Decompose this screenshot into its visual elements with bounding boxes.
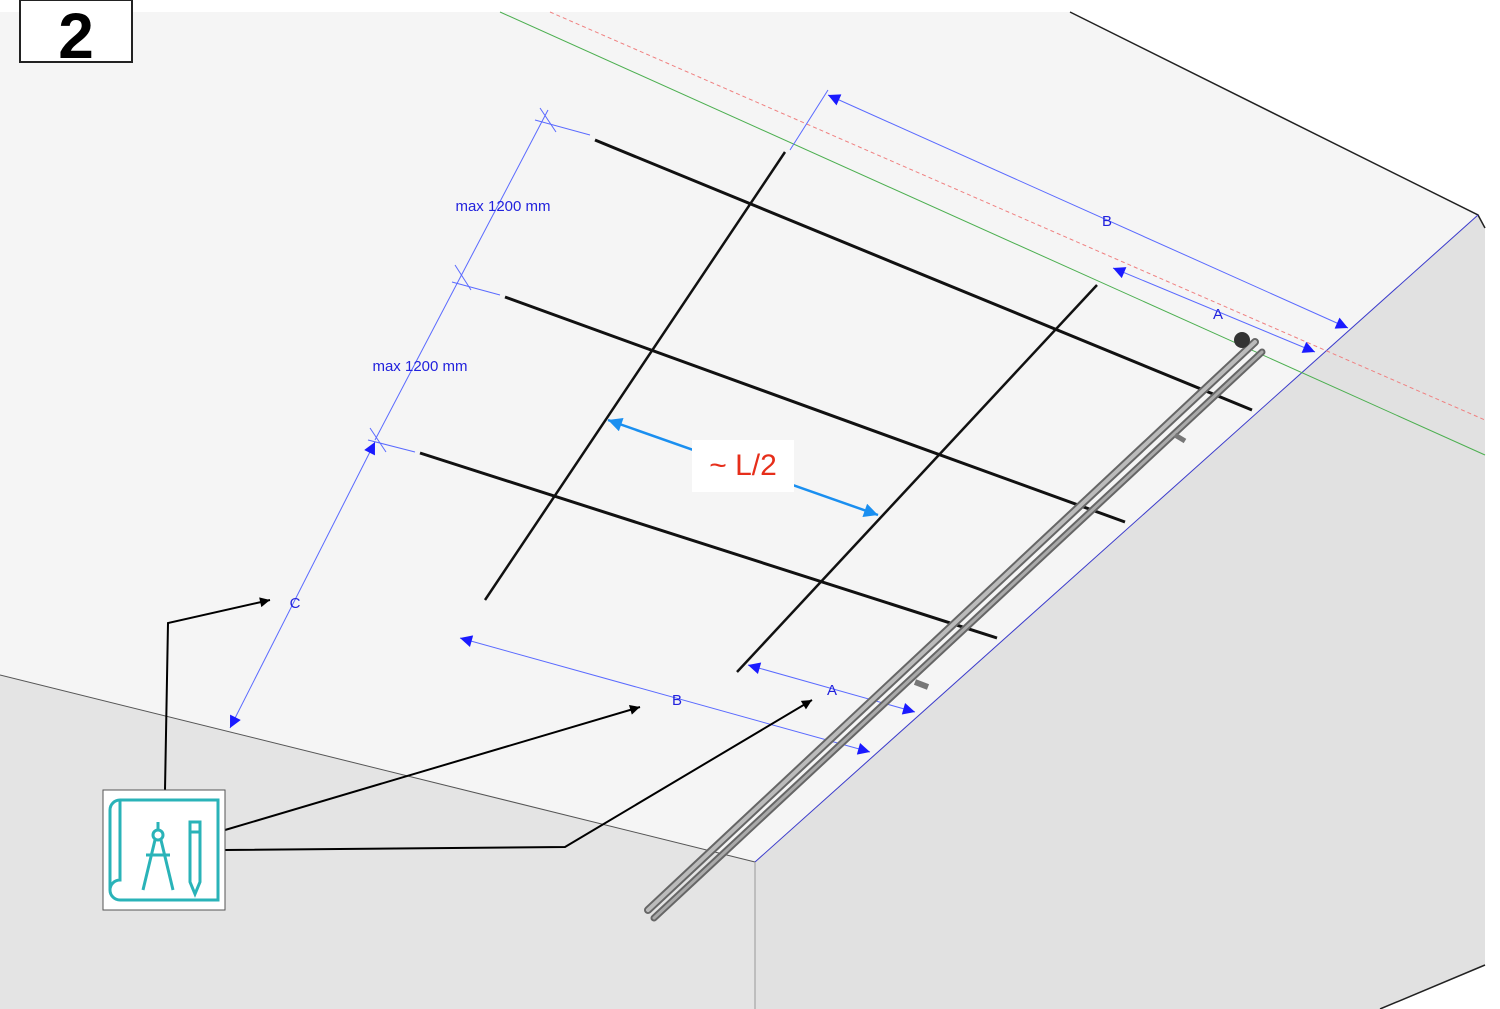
dim-label: max 1200 mm <box>372 358 467 375</box>
center-label: ~ L/2 <box>709 449 777 482</box>
dim-label: A <box>827 682 837 699</box>
dim-label: C <box>290 595 301 612</box>
design-icon <box>103 790 225 910</box>
dim-label: A <box>1213 306 1223 323</box>
dim-label: B <box>672 692 682 709</box>
diagram: ~ L/2 max 1200 mm max 1200 mm B A B A C … <box>0 0 1500 1009</box>
dim-label: max 1200 mm <box>455 198 550 215</box>
dim-label: B <box>1102 213 1112 230</box>
step-number: 2 <box>58 0 94 72</box>
